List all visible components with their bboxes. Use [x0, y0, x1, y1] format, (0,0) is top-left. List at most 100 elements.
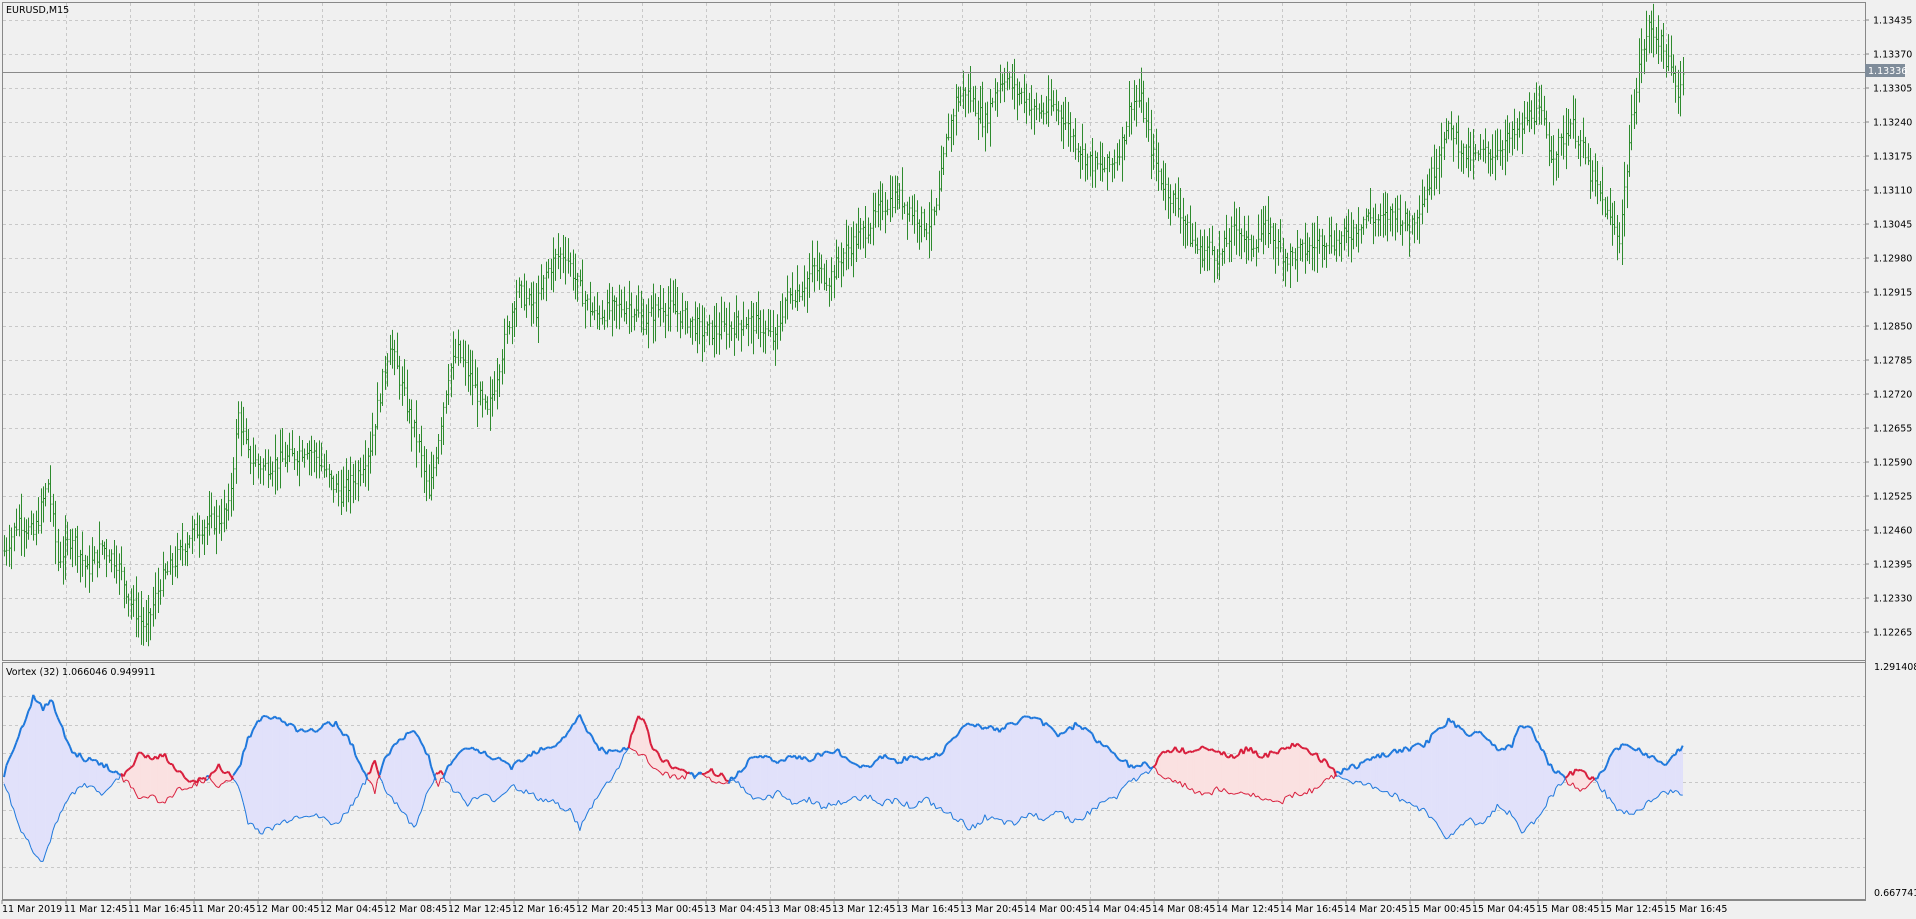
ohlc-bar — [176, 532, 179, 579]
vi-minus-segment — [1574, 768, 1579, 772]
vi-plus-segment — [327, 721, 332, 726]
vi-minus-segment — [333, 822, 337, 825]
ohlc-bar — [1257, 214, 1260, 253]
vi-plus-segment — [1481, 734, 1486, 738]
vi-plus-segment — [320, 723, 325, 729]
vi-plus-segment — [1101, 744, 1105, 748]
vi-plus-segment — [652, 767, 656, 770]
vi-minus-segment — [1633, 809, 1637, 815]
vi-minus-segment — [1094, 807, 1098, 810]
ohlc-bar — [428, 464, 431, 499]
vortex-fill-segment — [320, 723, 324, 819]
vortex-fill-segment — [1201, 745, 1205, 796]
vi-minus-segment — [445, 781, 449, 783]
ohlc-bar — [127, 593, 130, 617]
ohlc-bar — [633, 308, 636, 331]
vi-minus-segment — [406, 814, 410, 824]
vi-plus-segment — [718, 781, 722, 784]
time-scale[interactable]: 11 Mar 2019 11 Mar 12:45 11 Mar 16:45 11 Ma… — [1, 900, 1727, 915]
ohlc-bar — [1567, 109, 1570, 146]
ohlc-bar — [557, 233, 560, 270]
vortex-fill-segment — [1382, 751, 1386, 793]
vortex-fill-segment — [845, 756, 849, 804]
ohlc-bar — [227, 483, 230, 521]
vi-minus-segment — [808, 796, 813, 804]
vi-plus-segment — [1367, 758, 1371, 762]
vi-minus-segment — [516, 789, 520, 792]
vi-minus-segment — [66, 795, 71, 801]
vortex-fill-segment — [777, 759, 781, 793]
ohlc-bar — [337, 470, 340, 507]
ohlc-bar — [349, 456, 352, 514]
vi-minus-segment — [1623, 810, 1628, 815]
vortex-fill-segment — [76, 751, 80, 790]
price-tick-label: 1.12395 — [1873, 560, 1912, 571]
ohlc-bar — [779, 301, 782, 341]
ohlc-bar — [1506, 115, 1509, 162]
vortex-fill-segment — [594, 741, 598, 801]
vortex-fill-segment — [823, 750, 827, 809]
vi-plus-segment — [7, 754, 13, 761]
vortex-fill-segment — [579, 714, 583, 831]
ohlc-bar — [1623, 161, 1626, 237]
vortex-fill-segment — [530, 750, 534, 794]
ohlc-bar — [1655, 26, 1658, 55]
vi-plus-segment — [1552, 770, 1557, 774]
vi-minus-segment — [1401, 798, 1405, 802]
vi-minus-segment — [1332, 768, 1338, 777]
ohlc-bar — [123, 566, 126, 609]
vi-minus-segment — [1355, 780, 1359, 783]
vortex-fill-segment — [477, 748, 481, 800]
vi-minus-segment — [469, 797, 473, 804]
ohlc-bar — [1221, 248, 1224, 266]
vortex-fill-segment — [1374, 753, 1379, 790]
vi-plus-segment — [237, 764, 242, 769]
ohlc-bar — [1211, 225, 1214, 256]
ohlc-bar — [374, 423, 377, 456]
vi-minus-segment — [1438, 826, 1442, 832]
vi-minus-segment — [513, 784, 517, 791]
ohlc-bar — [1091, 138, 1094, 188]
vi-plus-segment — [425, 753, 429, 756]
vortex-fill-segment — [1650, 755, 1654, 803]
vi-minus-segment — [1206, 747, 1210, 752]
price-scale[interactable]: 1.134351.133701.133051.132401.131751.131… — [1865, 16, 1912, 639]
vi-plus-segment — [657, 769, 661, 773]
vi-minus-segment — [735, 781, 739, 783]
vi-plus-segment — [164, 797, 168, 804]
vi-plus-segment — [1464, 732, 1469, 737]
vi-minus-segment — [1340, 777, 1344, 780]
ohlc-bar — [1569, 118, 1572, 139]
vortex-fill-segment — [757, 754, 761, 799]
vi-plus-segment — [959, 725, 964, 731]
vi-minus-segment — [186, 779, 191, 783]
ohlc-bar — [1301, 239, 1304, 262]
vortex-fill-segment — [1101, 744, 1105, 803]
vi-minus-segment — [733, 779, 737, 783]
vi-plus-segment — [520, 759, 525, 763]
ohlc-bar — [1677, 69, 1680, 114]
vi-plus-segment — [174, 788, 178, 794]
ohlc-bar — [345, 458, 348, 512]
ohlc-bar — [615, 297, 618, 329]
vortex-fill-segment — [967, 722, 971, 831]
vortex-fill-segment — [884, 753, 888, 802]
ohlc-bar — [908, 196, 911, 222]
vi-plus-segment — [1311, 787, 1315, 794]
vi-minus-segment — [1296, 742, 1301, 747]
vi-minus-segment — [242, 802, 247, 813]
vi-plus-segment — [154, 796, 159, 803]
vortex-fill-segment — [1631, 747, 1635, 815]
ohlc-bar — [1428, 168, 1431, 196]
vi-minus-segment — [450, 784, 454, 792]
ohlc-bar — [859, 217, 862, 250]
vi-plus-segment — [408, 730, 412, 734]
vi-plus-segment — [503, 760, 508, 764]
vortex-fill-segment — [301, 728, 305, 819]
vi-plus-segment — [1223, 788, 1227, 792]
vi-minus-segment — [611, 774, 615, 781]
vi-minus-segment — [960, 818, 964, 821]
vortex-fill-segment — [838, 748, 842, 806]
ohlc-bar — [1323, 235, 1326, 261]
